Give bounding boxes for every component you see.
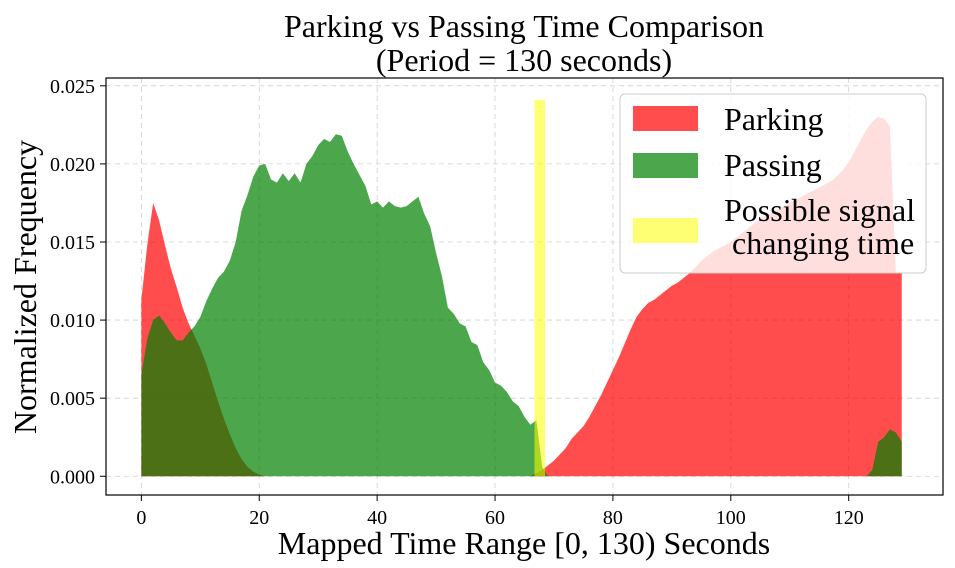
- legend-label: Parking: [724, 101, 824, 137]
- legend-swatch: [633, 153, 698, 178]
- x-tick-label: 40: [367, 507, 387, 529]
- y-tick-label: 0.015: [50, 232, 95, 254]
- legend-swatch: [633, 218, 698, 243]
- x-tick-label: 80: [603, 507, 623, 529]
- y-axis-label: Normalized Frequency: [7, 140, 43, 434]
- chart-title: Parking vs Passing Time Comparison: [284, 8, 764, 44]
- y-tick-label: 0.000: [50, 466, 95, 488]
- x-tick-label: 20: [249, 507, 269, 529]
- chart-subtitle: (Period = 130 seconds): [376, 42, 672, 78]
- y-tick-label: 0.020: [50, 154, 95, 176]
- signal-change-band: [534, 99, 546, 477]
- y-tick-label: 0.005: [50, 388, 95, 410]
- series-layer: [141, 117, 902, 477]
- area-passing: [141, 134, 902, 477]
- y-axis: 0.000 0.005 0.010 0.015 0.020 0.025: [50, 76, 106, 488]
- legend: Parking Passing Possible signal changing t…: [619, 93, 927, 274]
- legend-label: changing time: [724, 225, 914, 261]
- x-tick-label: 120: [834, 507, 864, 529]
- y-tick-label: 0.010: [50, 310, 95, 332]
- y-tick-label: 0.025: [50, 76, 95, 98]
- legend-label: Passing: [724, 147, 822, 183]
- x-axis: 0 20 40 60 80 100 120: [136, 495, 864, 529]
- legend-swatch: [633, 106, 698, 131]
- area-parking: [141, 117, 902, 477]
- annotation-layer: [534, 99, 546, 477]
- plot-frame: [105, 77, 944, 496]
- x-tick-label: 0: [136, 507, 146, 529]
- x-tick-label: 100: [716, 507, 746, 529]
- x-tick-label: 60: [485, 507, 505, 529]
- x-axis-label: Mapped Time Range [0, 130) Seconds: [278, 525, 770, 561]
- legend-label: Possible signal: [724, 192, 915, 228]
